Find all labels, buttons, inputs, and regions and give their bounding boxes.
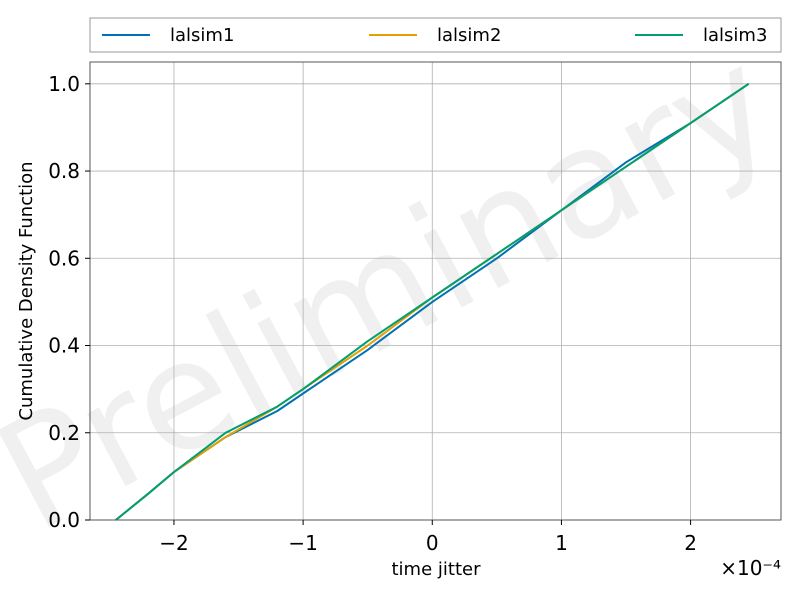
y-tick-label: 0.2	[48, 421, 80, 445]
x-axis-label: time jitter	[392, 559, 482, 580]
legend-label-lalsim3: lalsim3	[703, 25, 767, 46]
x-tick-label: 1	[555, 531, 568, 555]
legend-label-lalsim1: lalsim1	[170, 25, 234, 46]
x-tick-label: 2	[684, 531, 697, 555]
series-lines	[115, 82, 750, 521]
y-tick-label: 0.6	[48, 246, 80, 270]
series-line-lalsim3	[115, 82, 750, 521]
legend-label-lalsim2: lalsim2	[437, 25, 501, 46]
x-tick-label: 0	[426, 531, 439, 555]
legend: lalsim1 lalsim2 lalsim3	[89, 17, 782, 53]
y-axis-label: Cumulative Density Function	[16, 161, 37, 420]
y-axis: 0.0 0.2 0.4 0.6 0.8 1.0	[48, 72, 90, 532]
grid-lines	[90, 62, 781, 521]
x-scale-label: ×10⁻⁴	[720, 556, 781, 580]
y-tick-label: 0.8	[48, 159, 80, 183]
x-axis: −2 −1 0 1 2	[159, 520, 697, 555]
y-tick-label: 0.0	[48, 508, 80, 532]
x-tick-label: −2	[159, 531, 188, 555]
x-tick-label: −1	[288, 531, 317, 555]
plot-frame	[89, 61, 782, 521]
y-tick-label: 0.4	[48, 334, 80, 358]
y-tick-label: 1.0	[48, 72, 80, 96]
